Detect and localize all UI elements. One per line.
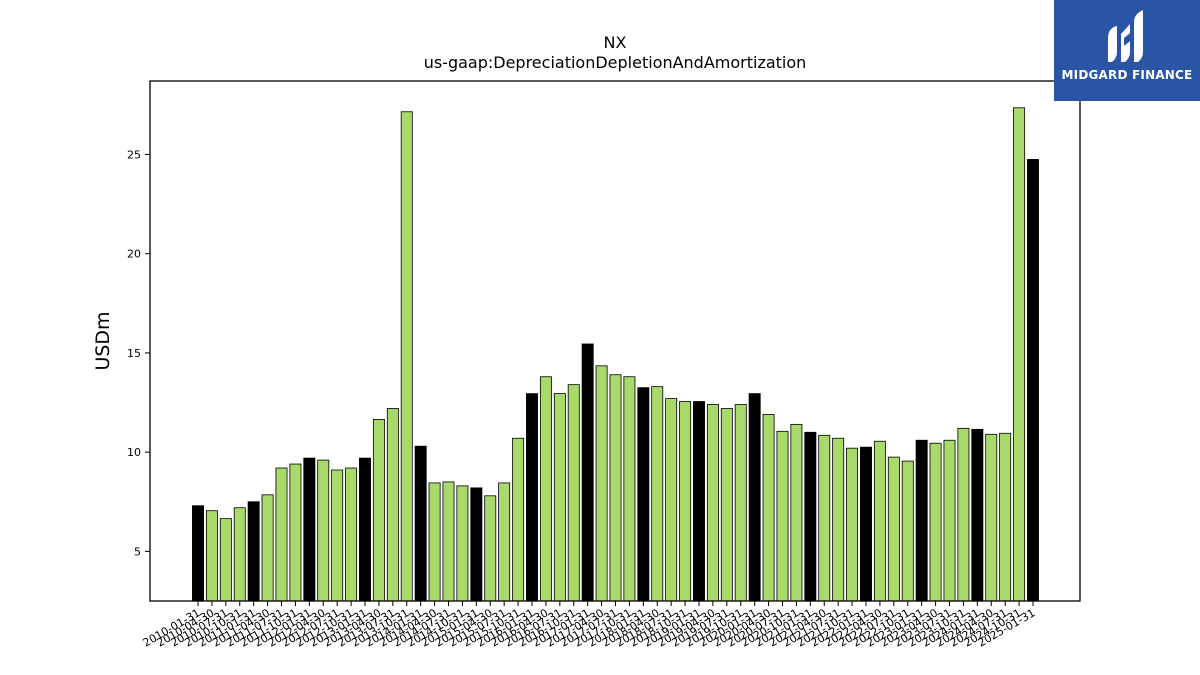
bar-2024-07-31 [999,432,1012,602]
bar-2011-10-31 [289,463,302,602]
bar-2021-07-31 [832,437,845,602]
plot-frame [149,80,1081,602]
bar-2020-10-31 [790,423,803,602]
y-tick-label: 25 [127,148,141,161]
bar-2013-01-31 [359,457,371,602]
bar-2020-01-31 [748,393,761,602]
bar-2022-10-31 [901,460,914,602]
bar-2016-07-31 [553,393,566,602]
bar-2010-04-30 [205,510,218,602]
bar-2020-04-30 [762,414,775,602]
bar-2016-04-30 [539,376,552,602]
bar-2015-04-30 [484,495,497,602]
bar-2019-04-30 [706,404,719,602]
bar-2018-04-30 [651,386,664,602]
bar-2024-01-31 [971,428,984,602]
bar-2016-10-31 [567,384,580,602]
bar-2017-07-31 [609,374,622,602]
bar-2021-10-31 [846,447,859,602]
bar-2019-10-31 [734,404,747,602]
bar-2013-10-31 [400,111,413,602]
bar-2019-01-31 [693,401,705,602]
bar-2024-04-30 [985,433,998,602]
bar-2010-07-31 [219,518,232,602]
brand-name: MIDGARD FINANCE [1061,68,1193,82]
bar-2023-01-31 [915,439,928,602]
bar-2023-04-30 [929,442,942,602]
bar-2021-04-30 [818,434,831,602]
midgard-logo-icon [1108,10,1143,62]
bar-2018-01-31 [637,387,650,602]
chart-title: NX [604,33,627,52]
y-axis-label: USDm [92,311,114,370]
bar-2014-01-31 [414,445,427,602]
y-axis-ticks: 5 10 15 20 25 [127,148,150,558]
bar-2023-10-31 [957,427,970,602]
x-axis-ticks: 2010-01-312010-04-302010-07-312010-10-31… [141,601,1038,650]
bar-2015-07-31 [498,482,511,602]
y-tick-label: 10 [127,446,141,459]
bar-2017-04-30 [595,365,608,602]
bar-2013-07-31 [386,408,399,602]
bar-2010-01-31 [192,505,204,602]
brand-logo: MIDGARD FINANCE [1054,0,1200,101]
bar-2012-07-31 [331,469,344,602]
y-tick-label: 5 [134,545,141,558]
bar-2010-10-31 [233,507,246,602]
bar-2025-01-31 [1027,158,1039,602]
bar-2013-04-30 [372,418,385,602]
bar-2011-07-31 [275,467,288,602]
bar-2011-01-31 [247,501,260,602]
bar-2012-04-30 [317,459,330,602]
bars-group [192,107,1039,602]
bar-2016-01-31 [526,393,538,602]
bar-2014-07-31 [442,481,455,602]
bar-2015-10-31 [512,437,525,602]
bar-2012-01-31 [303,457,316,602]
bar-2022-07-31 [887,456,900,602]
bar-2020-07-31 [776,430,789,602]
bar-2011-04-30 [261,494,274,602]
bar-2023-07-31 [943,439,956,602]
y-tick-label: 15 [127,347,141,360]
bar-2015-01-31 [470,487,483,602]
bar-2022-01-31 [860,446,872,602]
bar-2014-04-30 [428,482,441,602]
y-tick-label: 20 [127,248,141,261]
bar-2018-07-31 [665,398,678,602]
bar-2012-10-31 [345,467,358,602]
bar-2017-10-31 [623,376,636,602]
bar-2017-01-31 [581,343,594,602]
bar-2019-07-31 [720,408,733,602]
bar-2024-10-31 [1013,107,1026,602]
bar-2021-01-31 [804,431,817,602]
chart-subtitle: us-gaap:DepreciationDepletionAndAmortiza… [424,53,807,72]
bar-2018-10-31 [679,401,692,602]
bar-2014-10-31 [456,485,469,602]
bar-2022-04-30 [873,440,886,602]
